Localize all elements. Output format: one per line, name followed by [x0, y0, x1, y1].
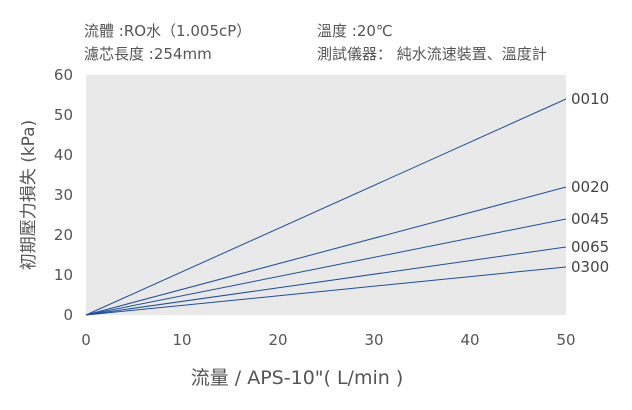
plot-area: [86, 75, 566, 315]
x-tick-label: 20: [268, 331, 287, 349]
series-label-0010: 0010: [571, 90, 609, 108]
x-tick-label: 50: [556, 331, 575, 349]
series-lines: [85, 98, 567, 316]
y-tick-label: 10: [54, 266, 73, 284]
temperature-info: 溫度 :20℃: [317, 22, 393, 40]
series-line-0020: [85, 186, 567, 316]
series-label-0300: 0300: [571, 258, 609, 276]
x-tick-label: 0: [81, 331, 91, 349]
x-tick-label: 40: [460, 331, 479, 349]
x-axis-title: 流量 / APS-10"( L/min ): [191, 367, 404, 389]
series-line-0300: [85, 266, 567, 316]
filter-length-info: 濾芯長度 :254mm: [84, 45, 212, 63]
equipment-info: 測試儀器： 純水流速裝置、溫度計: [317, 45, 547, 63]
x-axis-ticks: 0 10 20 30 40 50: [81, 331, 575, 349]
y-tick-label: 0: [63, 306, 73, 324]
series-line-0065: [85, 246, 567, 316]
x-tick-label: 10: [172, 331, 191, 349]
y-tick-label: 60: [54, 66, 73, 84]
y-axis-title: 初期壓力損失 (kPa): [19, 120, 39, 270]
series-labels: 0010 0020 0045 0065 0300: [571, 90, 609, 276]
x-tick-label: 30: [364, 331, 383, 349]
series-line-0010: [85, 98, 567, 316]
fluid-info: 流體 :RO水（1.005cP）: [84, 22, 252, 40]
y-tick-label: 20: [54, 226, 73, 244]
series-line-0045: [85, 218, 567, 316]
series-label-0020: 0020: [571, 178, 609, 196]
y-tick-label: 40: [54, 146, 73, 164]
y-axis-ticks: 0 10 20 30 40 50 60: [54, 66, 73, 324]
series-label-0065: 0065: [571, 238, 609, 256]
y-tick-label: 30: [54, 186, 73, 204]
series-label-0045: 0045: [571, 210, 609, 228]
y-tick-label: 50: [54, 106, 73, 124]
